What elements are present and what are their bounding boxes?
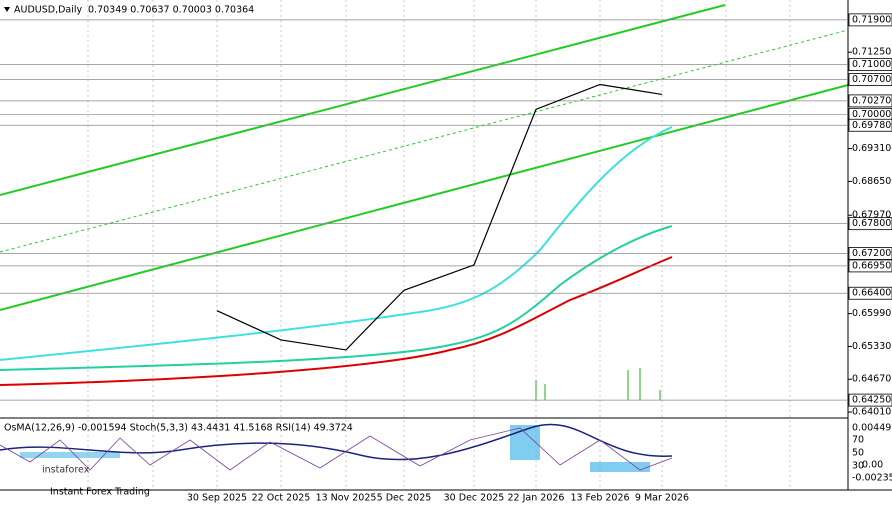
y-tick-label: 0.64250: [852, 395, 891, 406]
level-box: [848, 58, 892, 72]
logo-tagline: Instant Forex Trading: [50, 487, 150, 498]
menu-arrow: [4, 7, 10, 12]
level-box: [848, 118, 892, 132]
level-box: [848, 247, 892, 260]
x-tick-label: 30 Dec 2025: [444, 493, 505, 504]
indicator-axis-label: 50: [852, 448, 864, 459]
level-box: [848, 393, 892, 407]
osma-signal: [0, 423, 673, 461]
stoch-line: [0, 427, 673, 471]
x-tick-label: 22 Jan 2026: [508, 493, 565, 504]
level-box: [848, 13, 892, 27]
y-tick-label: 0.69780: [852, 120, 891, 131]
y-tick-label: 0.70700: [852, 74, 891, 85]
volume-bars: [535, 368, 661, 400]
level-box: [848, 259, 892, 273]
symbol: AUDUSD,Daily: [14, 5, 83, 16]
y-tick-label: 0.65330: [852, 341, 891, 352]
y-tick-label: 0.67970: [852, 210, 891, 221]
vertical-grid: [87, 0, 791, 490]
x-tick-label: 5 Dec 2025: [377, 493, 432, 504]
x-tick-label: 22 Oct 2025: [252, 493, 311, 504]
x-tick-label: 13 Nov 2025: [316, 493, 377, 504]
x-tick-label: 30 Sep 2025: [187, 493, 247, 504]
osma-histogram: [20, 425, 650, 472]
ohlc: 0.70349 0.70637 0.70003 0.70364: [88, 5, 254, 16]
y-tick-label: 0.70270: [852, 95, 891, 106]
logo: instaforex: [42, 465, 90, 476]
price-line: [216, 83, 663, 351]
indicator-axis-label: 30: [852, 461, 864, 472]
channel-lines: [0, 4, 849, 386]
y-tick-label: 0.70000: [852, 109, 891, 120]
y-tick-label: 0.71900: [852, 14, 891, 25]
level-box: [848, 73, 892, 86]
level-box: [848, 94, 892, 108]
y-tick-label: 0.67800: [852, 218, 891, 229]
y-tick-label: 0.66950: [852, 260, 891, 271]
level-box: [848, 217, 892, 231]
y-tick-label: 0.71250: [852, 47, 891, 58]
x-tick-label: 9 Mar 2026: [635, 493, 689, 504]
y-tick-label: 0.64670: [852, 374, 891, 385]
y-tick-label: 0.69310: [852, 143, 891, 154]
indicator-axis-label: -0.002355: [852, 473, 892, 484]
indicator-label: OsMA(12,26,9) -0.001594 Stoch(5,3,3) 43.…: [4, 423, 353, 434]
y-tick-label: 0.68650: [852, 176, 891, 187]
y-tick-label: 0.65990: [852, 308, 891, 319]
indicator-axis-label: 0.004492: [852, 423, 892, 434]
y-tick-label: 0.71000: [852, 59, 891, 70]
x-tick-label: 13 Feb 2026: [570, 493, 629, 504]
indicator-axis-label: 0.00: [862, 460, 883, 471]
indicator-axis-label: 70: [852, 435, 864, 446]
y-tick-label: 0.64010: [852, 407, 891, 418]
level-box: [848, 286, 892, 300]
y-tick-label: 0.67200: [852, 248, 891, 259]
y-tick-label: 0.66400: [852, 288, 891, 299]
